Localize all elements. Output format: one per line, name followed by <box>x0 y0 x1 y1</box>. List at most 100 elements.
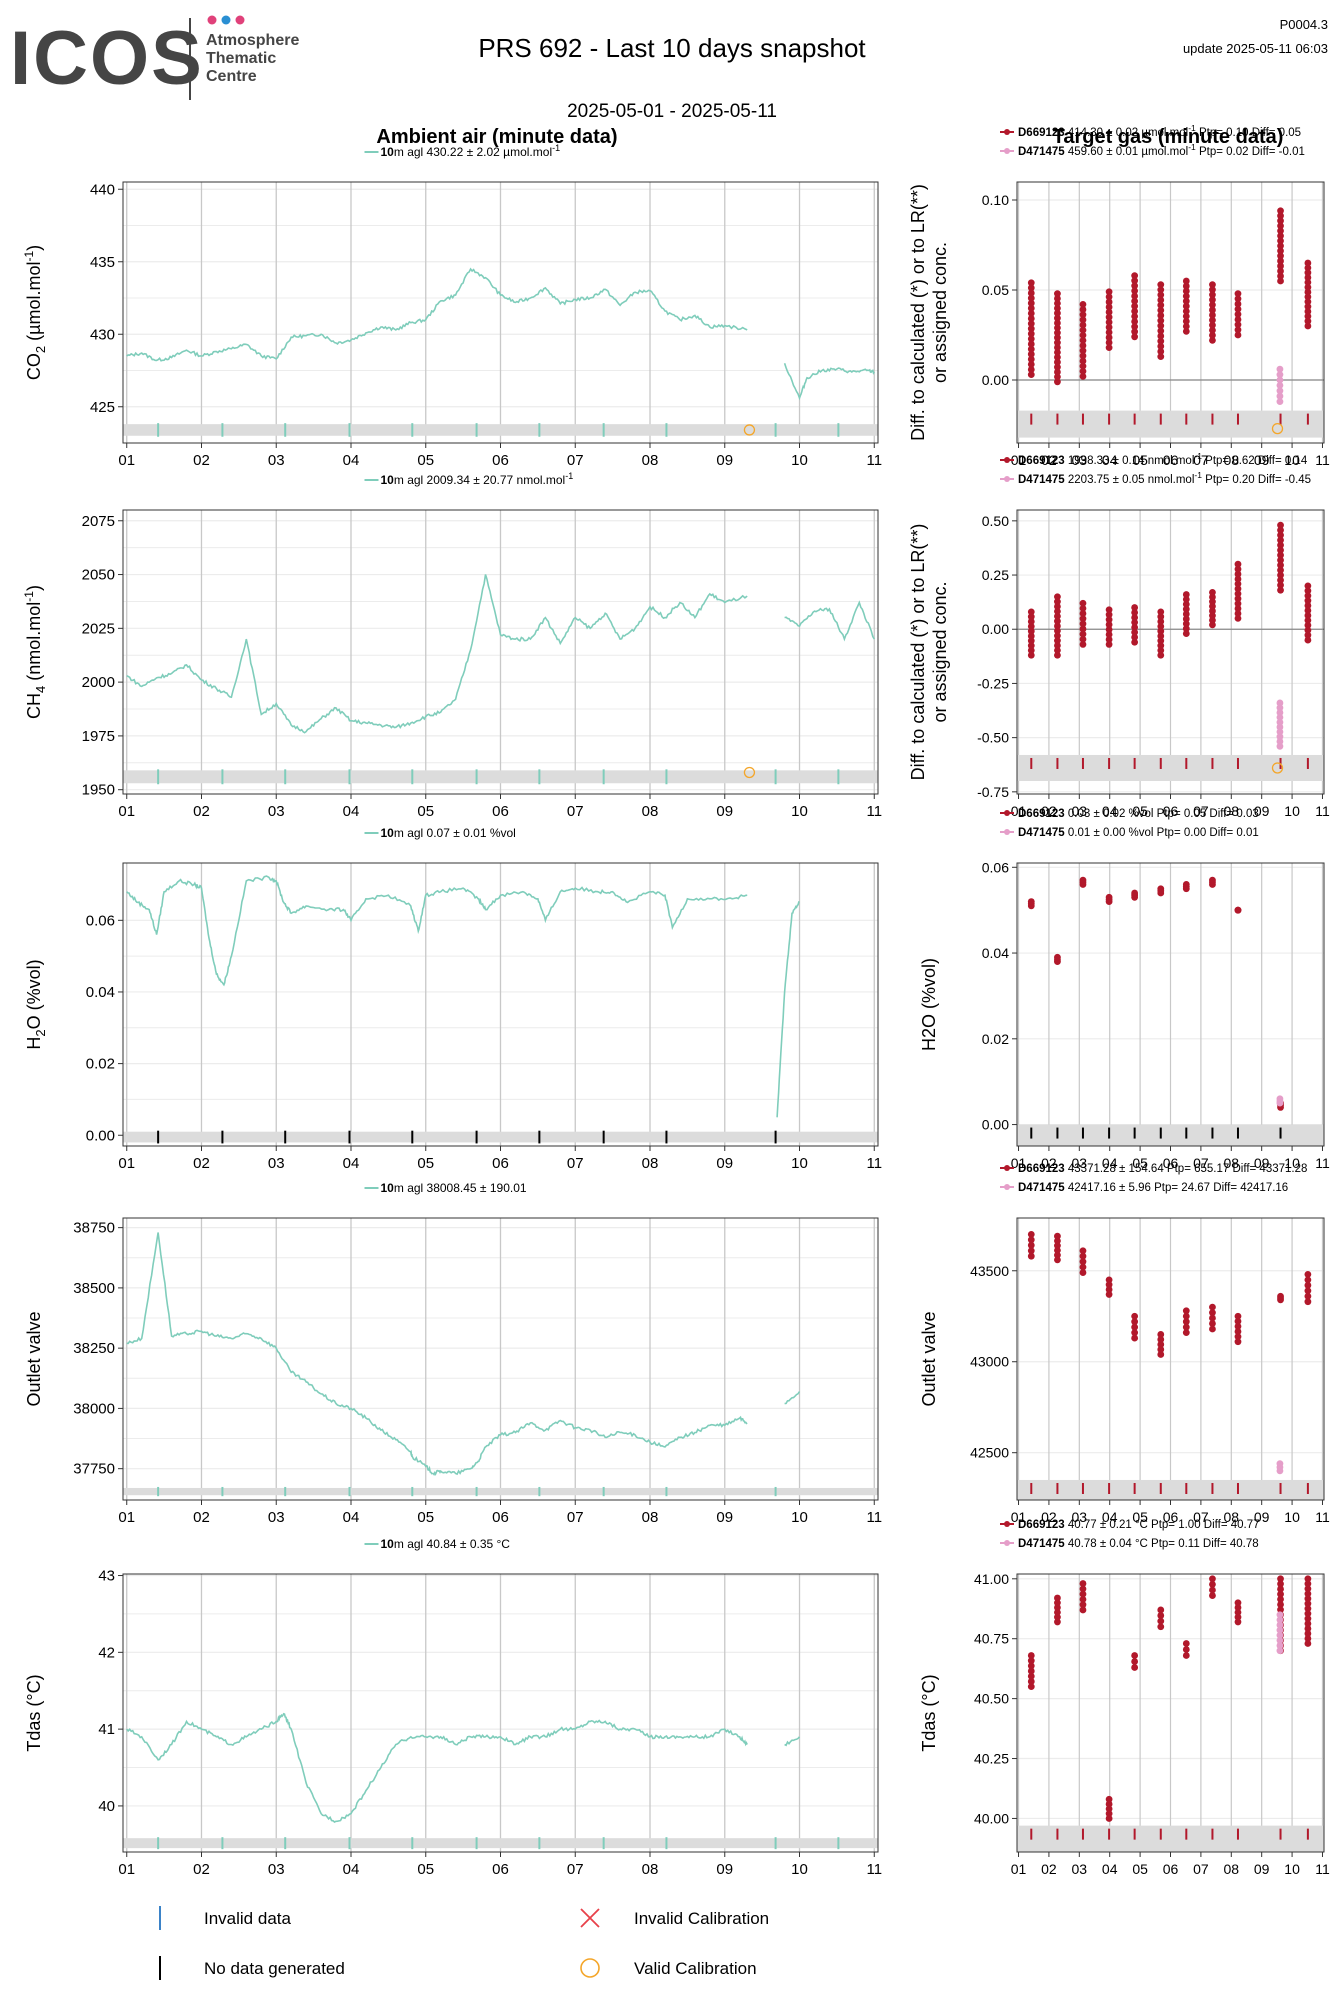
target-point-d669123 <box>1079 1263 1087 1271</box>
target-point-d669123 <box>1209 621 1216 629</box>
target-point-d669123 <box>1304 298 1312 306</box>
y-label-main: Outlet valve <box>24 1311 44 1406</box>
target-point-d669123 <box>1209 286 1216 294</box>
target-point-d669123 <box>1304 1585 1312 1593</box>
status-band <box>1017 1124 1324 1146</box>
y-tick-label: 0.02 <box>86 1056 115 1073</box>
x-tick-label: 08 <box>642 452 659 469</box>
target-point-d669123 <box>1105 303 1113 311</box>
target-point-d669123 <box>1234 326 1242 334</box>
target-point-d669123 <box>1079 311 1087 319</box>
target-chart-ambient-h2o: 0.00 0.02 0.04 0.06 01 02 03 04 05 06 07 08 09 10 11 D6… <box>919 808 1330 1171</box>
target-y-axis-label: H2O (%vol) <box>919 958 939 1051</box>
x-tick-label: 05 <box>417 803 434 820</box>
target-point-d669123 <box>1027 647 1035 654</box>
target-point-d669123 <box>1157 337 1165 345</box>
target-point-d669123 <box>1182 317 1190 325</box>
y-axis-label: Tdas (°C) <box>24 1674 44 1751</box>
target-point-d669123 <box>1304 322 1312 330</box>
x-tick-label: 07 <box>567 452 584 469</box>
target-point-d669123 <box>1304 1600 1312 1608</box>
target-point-d669123 <box>1304 264 1312 272</box>
target-point-d669123 <box>1277 1575 1284 1583</box>
target-point-d669123 <box>1277 571 1284 579</box>
legend-sup: -1 <box>1188 142 1196 152</box>
y-label-unit: (nmol.mol <box>24 602 44 686</box>
y-tick-label: 0.50 <box>982 513 1009 529</box>
plot-border <box>1016 509 1325 795</box>
target-point-d669123 <box>1131 619 1139 626</box>
valid-calibration-marker <box>1271 422 1284 435</box>
series-line-10m-agl <box>126 875 800 1118</box>
target-point-d669123 <box>1209 296 1216 304</box>
target-point-d669123 <box>1027 345 1035 353</box>
legend-sup: -1 <box>1188 123 1196 133</box>
x-tick-label: 02 <box>1041 452 1057 468</box>
target-point-d669123 <box>1131 1664 1139 1671</box>
legend-text: D471475 42417.16 ± 5.96 Ptp= 24.67 Diff=… <box>1018 1182 1288 1194</box>
target-point-d669123 <box>1027 1683 1035 1691</box>
target-point-d669123 <box>1304 1590 1312 1598</box>
target-point-d669123 <box>1234 321 1242 329</box>
x-tick-label: 10 <box>791 452 808 469</box>
target-point-d669123 <box>1182 620 1190 628</box>
x-tick-label: 11 <box>866 452 882 469</box>
target-point-d669123 <box>1054 1251 1061 1259</box>
target-point-d471475 <box>1276 1642 1284 1649</box>
target-point-d471475 <box>1276 733 1284 741</box>
x-tick-label: 06 <box>492 1861 509 1878</box>
target-point-d669123 <box>1234 290 1242 297</box>
target-point-d669123 <box>1131 1318 1139 1326</box>
target-point-d669123 <box>1027 613 1035 621</box>
target-point-d669123 <box>1105 339 1113 346</box>
target-legend-d669123: D669123 414.30 ± 0.02 µmol.mol-1 Ptp= 0.… <box>1000 123 1301 139</box>
plot-border <box>122 1217 879 1501</box>
target-point-d669123 <box>1157 327 1165 335</box>
target-point-d669123 <box>1105 1276 1113 1284</box>
target-point-d669123 <box>1182 282 1190 290</box>
target-point-d669123 <box>1304 582 1312 590</box>
x-tick-label: 01 <box>1011 803 1027 819</box>
legend-swatch-dot <box>1004 129 1010 135</box>
target-point-d669123 <box>1157 332 1165 340</box>
target-point-d669123 <box>1027 294 1035 302</box>
target-point-d669123 <box>1131 623 1139 631</box>
x-tick-label: 07 <box>567 1155 584 1172</box>
target-point-d669123 <box>1234 906 1242 914</box>
target-point-d669123 <box>1054 304 1061 312</box>
target-point-d669123 <box>1131 287 1139 295</box>
y-tick-label: 38000 <box>73 1400 115 1417</box>
y-tick-label: 42 <box>98 1644 115 1661</box>
x-tick-label: 02 <box>193 452 210 469</box>
target-point-d669123 <box>1054 334 1061 342</box>
legend-stats: Ptp= 1.00 Diff= 40.77 <box>1148 1519 1260 1531</box>
target-point-d669123 <box>1304 283 1312 291</box>
y-tick-label: -0.75 <box>977 784 1009 800</box>
target-point-d669123 <box>1157 1623 1165 1631</box>
x-tick-label: 03 <box>1072 1509 1088 1525</box>
y-tick-label: 1975 <box>82 728 115 745</box>
status-band <box>1017 1825 1324 1852</box>
plot-border <box>1016 1573 1325 1853</box>
target-point-d669123 <box>1105 1795 1113 1803</box>
x-tick-label: 01 <box>1011 1861 1027 1877</box>
x-tick-label: 02 <box>193 1509 210 1526</box>
target-point-d669123 <box>1105 1805 1113 1813</box>
target-point-d669123 <box>1157 632 1165 640</box>
target-y-axis-label: Tdas (°C) <box>919 1674 939 1751</box>
y-tick-label: 41.00 <box>974 1571 1009 1587</box>
target-point-d669123 <box>1027 335 1035 343</box>
legend-stats: Ptp= 0.20 Diff= -0.45 <box>1202 474 1311 486</box>
target-point-d669123 <box>1157 281 1165 288</box>
target-point-d669123 <box>1209 321 1216 329</box>
date-range: 2025-05-01 - 2025-05-11 <box>567 101 777 122</box>
target-point-d669123 <box>1304 597 1312 605</box>
x-tick-label: 04 <box>343 1861 360 1878</box>
target-point-d669123 <box>1105 328 1113 336</box>
target-point-d471475 <box>1276 709 1284 716</box>
y-tick-label: 43500 <box>970 1263 1009 1279</box>
x-tick-label: 07 <box>567 1861 584 1878</box>
status-band <box>1017 1479 1324 1500</box>
x-tick-label: 09 <box>1254 1509 1270 1525</box>
